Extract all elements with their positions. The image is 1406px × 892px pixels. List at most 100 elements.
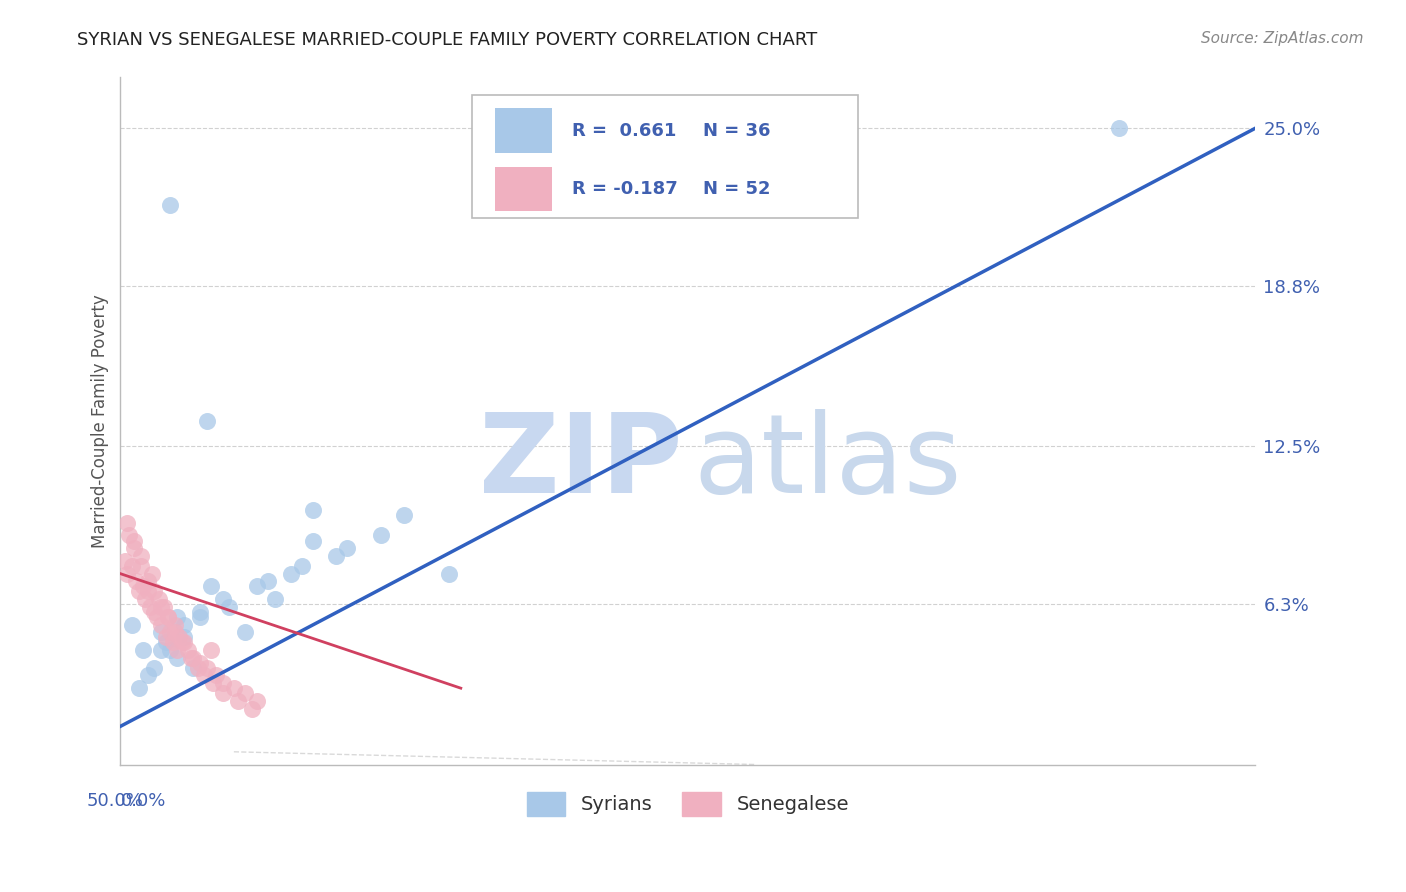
Point xyxy=(228,694,250,708)
Point xyxy=(280,566,302,581)
Point xyxy=(159,197,181,211)
Point xyxy=(166,610,188,624)
Point xyxy=(143,584,166,599)
Point xyxy=(152,599,174,614)
Point xyxy=(195,661,218,675)
Point xyxy=(177,643,200,657)
Point xyxy=(439,566,461,581)
FancyBboxPatch shape xyxy=(472,95,858,219)
Point xyxy=(125,574,148,589)
Point xyxy=(263,592,285,607)
Point xyxy=(132,643,155,657)
Point xyxy=(118,528,141,542)
Point xyxy=(188,605,211,619)
Point xyxy=(143,661,166,675)
Point xyxy=(121,617,143,632)
Point xyxy=(150,599,173,614)
Text: ZIP: ZIP xyxy=(478,409,682,516)
Point xyxy=(166,643,188,657)
Point xyxy=(122,541,145,556)
Point xyxy=(143,605,166,619)
Point xyxy=(150,643,173,657)
Point xyxy=(200,643,222,657)
Point xyxy=(193,668,215,682)
Point xyxy=(240,701,263,715)
Point xyxy=(204,668,226,682)
Point xyxy=(211,676,233,690)
Point xyxy=(302,503,325,517)
Point xyxy=(162,635,184,649)
Point xyxy=(115,566,138,581)
Point xyxy=(128,681,150,695)
Point xyxy=(181,661,204,675)
Point xyxy=(141,566,163,581)
Text: 0.0%: 0.0% xyxy=(121,792,166,810)
Point xyxy=(157,610,180,624)
Point xyxy=(1108,121,1130,136)
Point xyxy=(245,579,267,593)
Point xyxy=(163,625,186,640)
Point xyxy=(150,617,173,632)
Point xyxy=(336,541,359,556)
Text: 50.0%: 50.0% xyxy=(86,792,143,810)
Point xyxy=(392,508,415,523)
Point xyxy=(136,574,159,589)
Point xyxy=(211,592,233,607)
Point xyxy=(257,574,280,589)
Bar xyxy=(495,109,551,153)
Text: R =  0.661: R = 0.661 xyxy=(572,121,676,140)
Point xyxy=(173,635,195,649)
Point xyxy=(188,656,211,670)
Text: R = -0.187: R = -0.187 xyxy=(572,180,678,198)
Point xyxy=(370,528,392,542)
Point xyxy=(148,592,170,607)
Text: SYRIAN VS SENEGALESE MARRIED-COUPLE FAMILY POVERTY CORRELATION CHART: SYRIAN VS SENEGALESE MARRIED-COUPLE FAMI… xyxy=(77,31,817,49)
Point xyxy=(129,559,152,574)
Point xyxy=(136,668,159,682)
Point xyxy=(173,617,195,632)
Point xyxy=(195,414,218,428)
Point xyxy=(163,617,186,632)
Text: atlas: atlas xyxy=(693,409,962,516)
Point xyxy=(115,516,138,530)
Point xyxy=(218,599,240,614)
Point xyxy=(187,661,209,675)
Point xyxy=(132,579,155,593)
Point xyxy=(122,533,145,548)
Point xyxy=(245,694,267,708)
Text: Source: ZipAtlas.com: Source: ZipAtlas.com xyxy=(1201,31,1364,46)
Point xyxy=(302,533,325,548)
Point xyxy=(222,681,245,695)
Point xyxy=(139,599,162,614)
Point xyxy=(129,549,152,563)
Point xyxy=(159,625,181,640)
Point xyxy=(159,643,181,657)
Point xyxy=(155,635,177,649)
Y-axis label: Married-Couple Family Poverty: Married-Couple Family Poverty xyxy=(91,294,110,548)
Point xyxy=(121,559,143,574)
Point xyxy=(200,579,222,593)
Point xyxy=(114,554,136,568)
Point xyxy=(134,592,156,607)
Bar xyxy=(495,167,551,211)
Point xyxy=(202,676,225,690)
Point xyxy=(173,630,195,644)
Point xyxy=(145,610,167,624)
Point xyxy=(233,625,256,640)
Text: N = 36: N = 36 xyxy=(703,121,770,140)
Point xyxy=(155,630,177,644)
Point xyxy=(188,610,211,624)
Point xyxy=(181,650,204,665)
Point xyxy=(211,686,233,700)
Point xyxy=(166,650,188,665)
Point xyxy=(169,630,191,644)
Point xyxy=(150,625,173,640)
Text: N = 52: N = 52 xyxy=(703,180,770,198)
Legend: Syrians, Senegalese: Syrians, Senegalese xyxy=(519,784,856,823)
Point xyxy=(325,549,347,563)
Point xyxy=(136,584,159,599)
Point xyxy=(233,686,256,700)
Point xyxy=(180,650,202,665)
Point xyxy=(157,610,180,624)
Point xyxy=(170,635,193,649)
